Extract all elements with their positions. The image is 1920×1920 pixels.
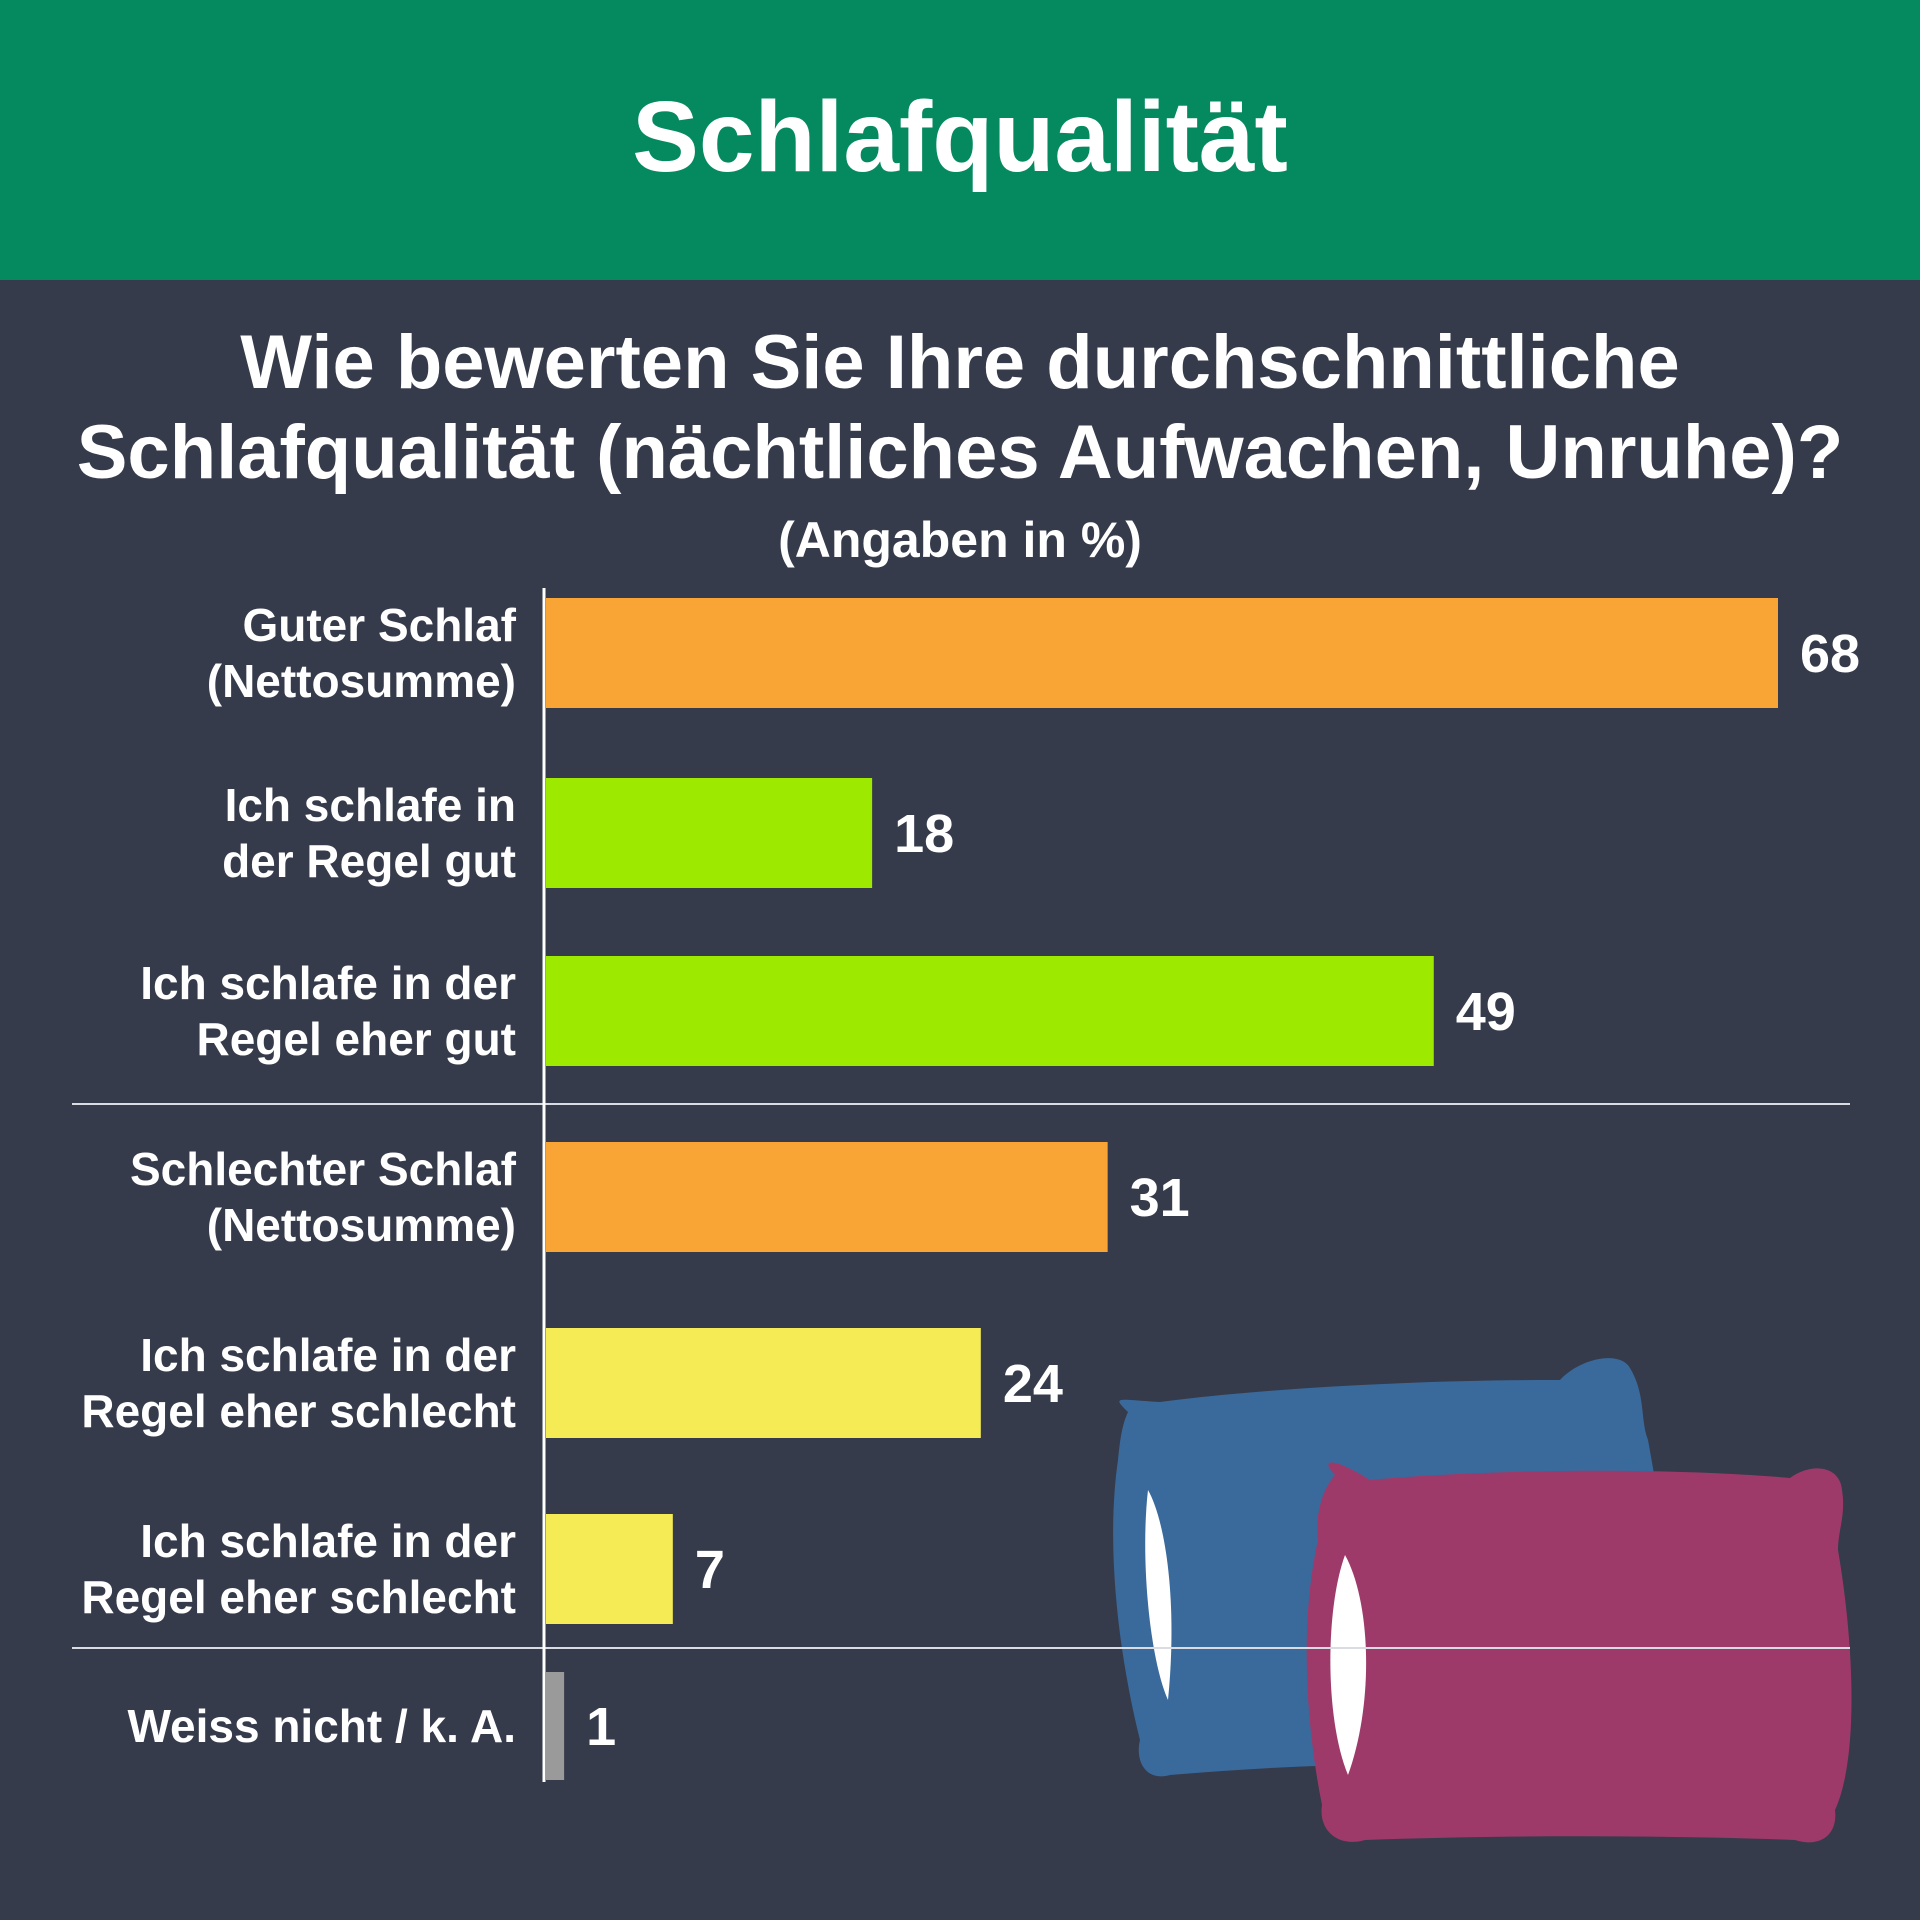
bar-5 [546, 1328, 981, 1438]
category-label-2: Ich schlafe in der Regel gut [222, 779, 516, 887]
category-label-1: Guter Schlaf (Nettosumme) [207, 599, 517, 707]
pillow-front-icon [1306, 1462, 1852, 1843]
bar-4 [546, 1142, 1108, 1252]
chart-title: Wie bewerten Sie Ihre durchschnittliche … [76, 320, 1844, 495]
value-label-3: 49 [1456, 982, 1516, 1042]
pillows-illustration [1113, 1358, 1852, 1843]
bar-6 [546, 1514, 673, 1624]
value-label-6: 7 [695, 1540, 725, 1600]
page-title: Schlafqualität [632, 81, 1288, 193]
value-label-4: 31 [1130, 1168, 1190, 1228]
value-label-7: 1 [586, 1697, 616, 1757]
category-label-7: Weiss nicht / k. A. [127, 1700, 516, 1752]
bar-3 [546, 956, 1434, 1066]
pillow-front-highlight-icon [1330, 1555, 1367, 1775]
category-label-4: Schlechter Schlaf (Nettosumme) [130, 1143, 517, 1251]
category-label-5: Ich schlafe in der Regel eher schlecht [81, 1329, 516, 1437]
labels-group: 68 Guter Schlaf (Nettosumme) 18 Ich schlafe … [81, 599, 1860, 1757]
bar-2 [546, 778, 873, 888]
category-label-6: Ich schlafe in der Regel eher schlecht [81, 1515, 516, 1623]
bar-1 [546, 598, 1778, 708]
value-label-1: 68 [1800, 624, 1860, 684]
value-label-5: 24 [1003, 1354, 1063, 1414]
category-label-3: Ich schlafe in der Regel eher gut [140, 957, 516, 1065]
bars-group [72, 598, 1850, 1780]
bar-7 [546, 1672, 565, 1780]
chart-subtitle: (Angaben in %) [778, 512, 1142, 568]
header-banner: Schlafqualität [0, 0, 1920, 280]
value-label-2: 18 [894, 804, 954, 864]
